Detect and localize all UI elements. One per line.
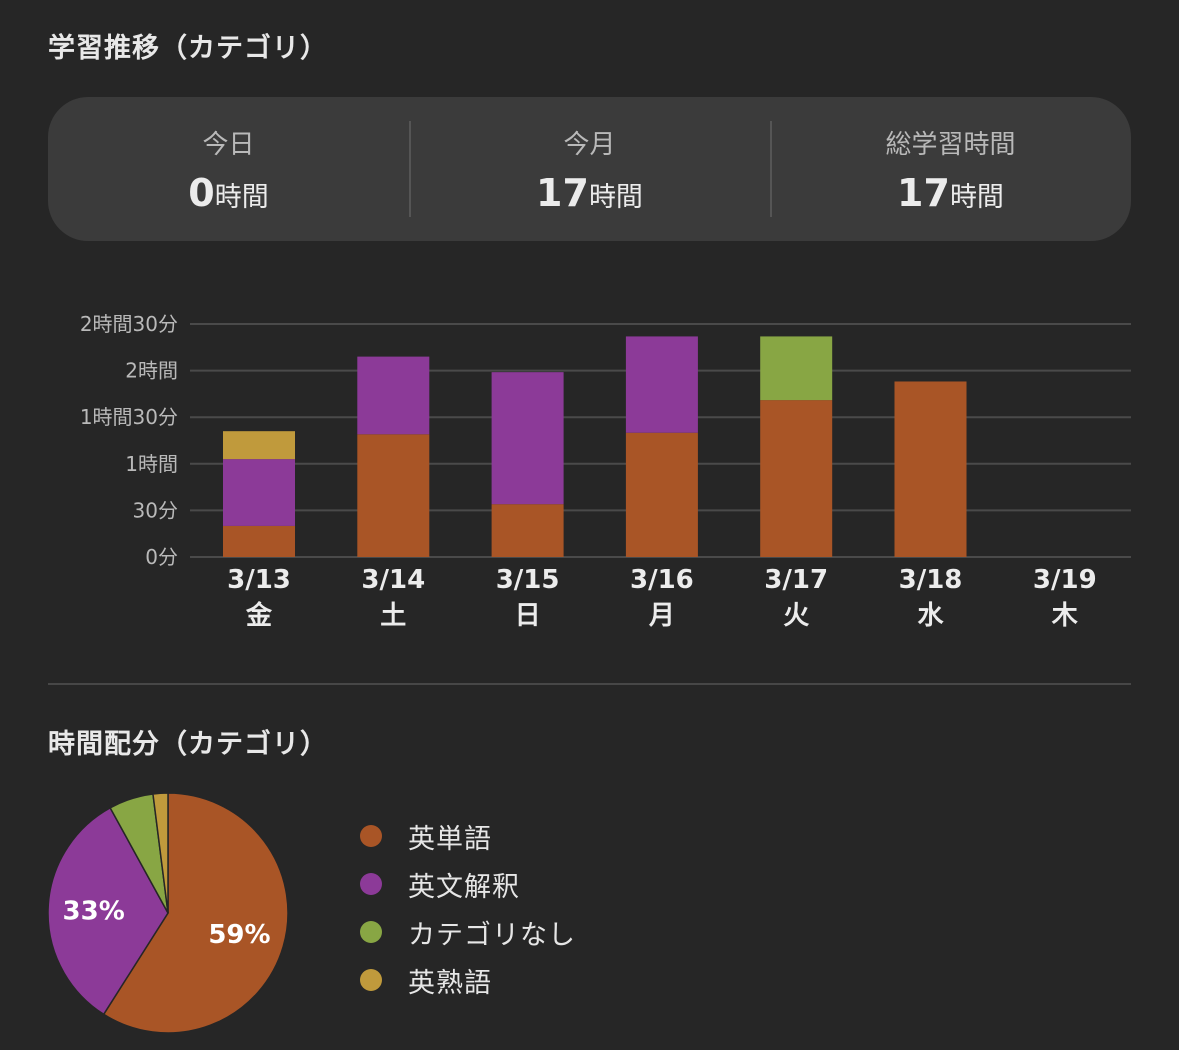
- x-tick-date: 3/19: [1033, 565, 1097, 595]
- legend-item: 英単語: [360, 812, 576, 860]
- stat-value: 17時間: [897, 171, 1004, 215]
- x-tick-weekday: 月: [648, 601, 675, 631]
- x-tick-date: 3/15: [496, 565, 560, 595]
- x-tick-weekday: 火: [783, 601, 809, 631]
- y-tick-label: 2時間: [125, 359, 178, 383]
- stat-value: 17時間: [536, 171, 643, 215]
- summary-card: 今日 0時間 今月 17時間 総学習時間 17時間: [48, 97, 1131, 241]
- bar-segment-英文解釈: [357, 356, 430, 435]
- legend-color-dot: [360, 921, 382, 943]
- stat-unit: 時間: [588, 181, 643, 213]
- bar-segment-英単語: [760, 400, 833, 557]
- stat-unit: 時間: [214, 181, 269, 213]
- x-tick-date: 3/13: [227, 565, 291, 595]
- legend-item: 英文解釈: [360, 860, 576, 908]
- pie-legend: 英単語英文解釈カテゴリなし 英熟語: [360, 812, 576, 1004]
- stat-label: 今月: [563, 129, 616, 160]
- x-tick-weekday: 日: [515, 601, 541, 631]
- x-tick-weekday: 土: [380, 601, 406, 631]
- x-tick-date: 3/17: [764, 565, 828, 595]
- trend-title: 学習推移（カテゴリ）: [48, 33, 328, 64]
- bar-segment-英文解釈: [491, 372, 564, 505]
- stat-number: 17: [536, 170, 589, 215]
- legend-label: 英文解釈: [408, 871, 520, 903]
- pie-slice-label: 59%: [208, 920, 270, 950]
- legend-color-dot: [360, 873, 382, 895]
- x-tick-date: 3/16: [630, 565, 694, 595]
- stat-today: 今日 0時間: [48, 121, 409, 217]
- stat-number: 0: [188, 170, 215, 215]
- bar-segment-英単語: [223, 525, 295, 557]
- distribution-title: 時間配分（カテゴリ）: [48, 729, 328, 760]
- stat-unit: 時間: [949, 181, 1004, 213]
- section-divider: [48, 683, 1131, 685]
- x-tick-date: 3/14: [361, 565, 425, 595]
- bar-segment-英単語: [894, 381, 967, 557]
- bar-segment-英単語: [357, 434, 430, 557]
- pie-slice-英熟語: [152, 792, 169, 914]
- bar-segment-英単語: [625, 432, 698, 557]
- bar-segment-英熟語: [223, 431, 295, 460]
- bar-segment-英単語: [491, 504, 564, 557]
- stat-label: 総学習時間: [885, 129, 1016, 160]
- y-tick-label: 1時間: [125, 452, 178, 476]
- pie-slice-英単語: [102, 792, 289, 1034]
- bar-segment-英文解釈: [223, 459, 295, 526]
- stat-value: 0時間: [188, 171, 268, 215]
- bar-segment-英文解釈: [625, 336, 698, 433]
- stat-total: 総学習時間 17時間: [770, 121, 1131, 217]
- pie-chart: 59% 33%: [47, 792, 289, 1034]
- y-tick-label: 2時間30分: [80, 312, 178, 336]
- legend-item: 英熟語: [360, 956, 576, 1004]
- legend-item: カテゴリなし: [360, 908, 576, 956]
- x-tick-weekday: 金: [245, 600, 273, 631]
- legend-color-dot: [360, 969, 382, 991]
- legend-label: カテゴリなし: [408, 919, 576, 951]
- y-tick-label: 0分: [145, 545, 178, 569]
- x-tick-weekday: 木: [1051, 601, 1078, 631]
- legend-label: 英熟語: [408, 967, 492, 999]
- x-tick-date: 3/18: [899, 565, 963, 595]
- y-tick-label: 1時間30分: [80, 405, 178, 429]
- y-tick-label: 30分: [133, 498, 178, 522]
- bar-segment-カテゴリなし: [760, 336, 833, 401]
- x-tick-weekday: 水: [917, 601, 944, 631]
- stat-number: 17: [897, 170, 950, 215]
- pie-slice-label: 33%: [63, 897, 125, 927]
- stat-label: 今日: [202, 129, 255, 160]
- stat-this-month: 今月 17時間: [409, 121, 770, 217]
- legend-color-dot: [360, 825, 382, 847]
- stacked-bar-chart: 0分 30分 1時間 1時間30分 2時間 2時間30分 3/13 金 3/14 土 3/15 日 3/…: [80, 312, 1131, 631]
- legend-label: 英単語: [408, 823, 492, 855]
